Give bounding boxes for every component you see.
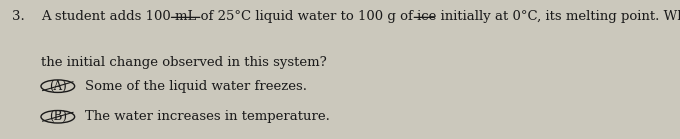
Text: 3.: 3. xyxy=(12,10,25,23)
Text: (A): (A) xyxy=(49,80,67,93)
Text: A student adds 100 mL of 25°C liquid water to 100 g of ice initially at 0°C, its: A student adds 100 mL of 25°C liquid wat… xyxy=(41,10,680,23)
Text: the initial change observed in this system?: the initial change observed in this syst… xyxy=(41,56,326,69)
Text: The water increases in temperature.: The water increases in temperature. xyxy=(85,110,330,123)
Text: Some of the liquid water freezes.: Some of the liquid water freezes. xyxy=(85,80,307,93)
Text: (B): (B) xyxy=(49,110,67,123)
